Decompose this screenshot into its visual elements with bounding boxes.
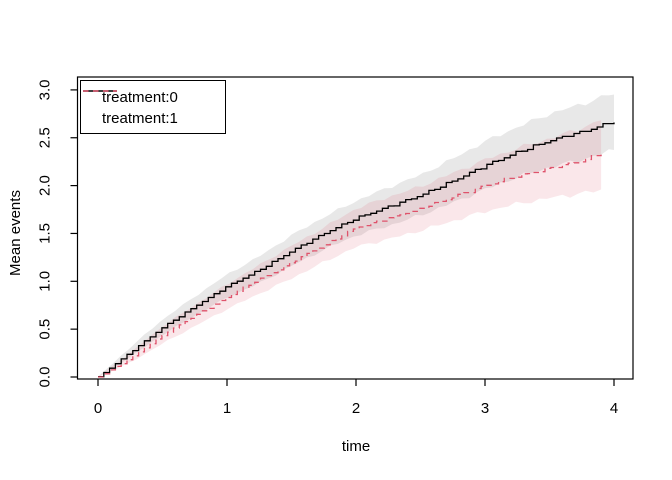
y-tick-label: 1.0 <box>37 271 54 292</box>
line-treatment:1 <box>98 154 602 378</box>
plot-box <box>76 76 634 380</box>
x-tick-label: 0 <box>94 400 102 417</box>
band-treatment:1 <box>98 120 602 378</box>
axis-tick-labels: 0 1 2 3 4 0.0 0.5 1.0 1.5 2.0 2.5 3.0 <box>37 79 619 417</box>
line-treatment:0 <box>98 122 615 378</box>
legend-label: treatment:0 <box>102 89 178 106</box>
band-treatment:0 <box>98 94 614 377</box>
y-tick-label: 2.0 <box>37 175 54 196</box>
y-tick-label: 2.5 <box>37 127 54 148</box>
legend-line-dashed-icon <box>83 90 117 92</box>
x-tick-label: 1 <box>223 400 231 417</box>
y-axis-title: Mean events <box>7 190 24 276</box>
data-lines <box>98 122 615 378</box>
x-tick-label: 3 <box>481 400 489 417</box>
plot-frame <box>76 76 634 380</box>
legend-item-treatment-1: treatment:1 <box>81 90 225 129</box>
axis-ticks <box>70 89 615 386</box>
y-tick-label: 0.0 <box>37 367 54 388</box>
y-tick-label: 0.5 <box>37 319 54 340</box>
legend-item-treatment-0: treatment:0 <box>81 87 225 108</box>
confidence-bands <box>98 94 614 378</box>
x-tick-label: 2 <box>352 400 360 417</box>
legend-line-solid-icon <box>83 90 117 92</box>
y-tick-label: 3.0 <box>37 79 54 100</box>
legend: treatment:0 treatment:1 <box>80 80 226 134</box>
x-axis-title: time <box>342 438 370 455</box>
x-tick-label: 4 <box>610 400 618 417</box>
y-tick-label: 1.5 <box>37 223 54 244</box>
legend-label: treatment:1 <box>102 110 178 127</box>
